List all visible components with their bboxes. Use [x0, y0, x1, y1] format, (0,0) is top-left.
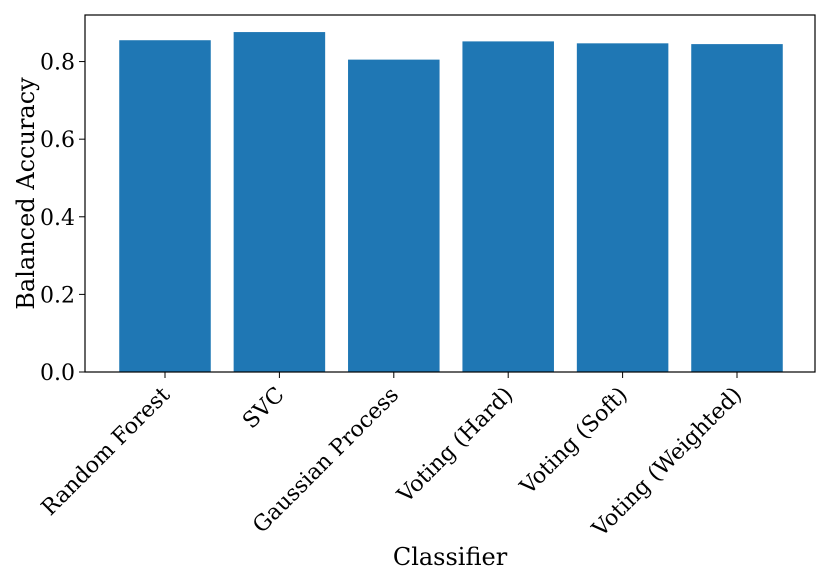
y-tick-label: 0.0: [40, 361, 75, 386]
y-tick-label: 0.4: [40, 206, 75, 231]
x-tick-label: Voting (Soft): [515, 383, 633, 501]
x-tick-label: Random Forest: [37, 382, 175, 520]
bar-0: [119, 40, 211, 372]
bar-3: [462, 41, 554, 372]
y-tick-label: 0.2: [40, 283, 75, 308]
bar-5: [691, 44, 783, 372]
plot-frame: [84, 14, 816, 373]
y-tick-label: 0.8: [40, 51, 75, 76]
x-tick-label: Voting (Hard): [392, 383, 518, 509]
bar-2: [348, 59, 440, 372]
y-axis-label: Balanced Accuracy: [12, 77, 40, 310]
bar-1: [233, 32, 326, 372]
x-axis-label: Classifier: [393, 543, 508, 571]
x-tick-label: SVC: [238, 383, 289, 434]
y-tick-label: 0.6: [40, 128, 75, 153]
y-axis: 0.0 0.2 0.4 0.6 0.8: [40, 51, 85, 386]
bars-group: [119, 32, 783, 372]
bar-4: [576, 43, 669, 372]
